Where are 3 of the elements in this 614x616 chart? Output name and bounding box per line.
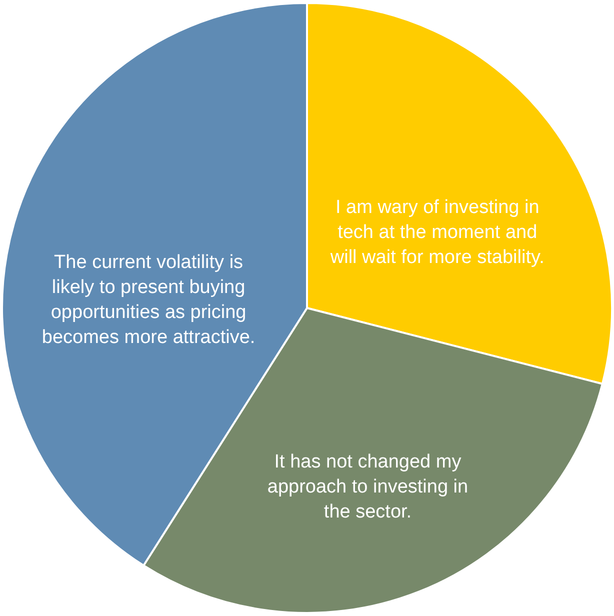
slice-label: It has not changed my approach to investing in the sector. <box>267 451 468 522</box>
slice-label: The current volatility is likely to present buying opportunities as pricing becomes more attractive. <box>42 252 256 348</box>
slice-label: I am wary of investing in tech at the moment and will wait for more stability. <box>329 196 544 268</box>
